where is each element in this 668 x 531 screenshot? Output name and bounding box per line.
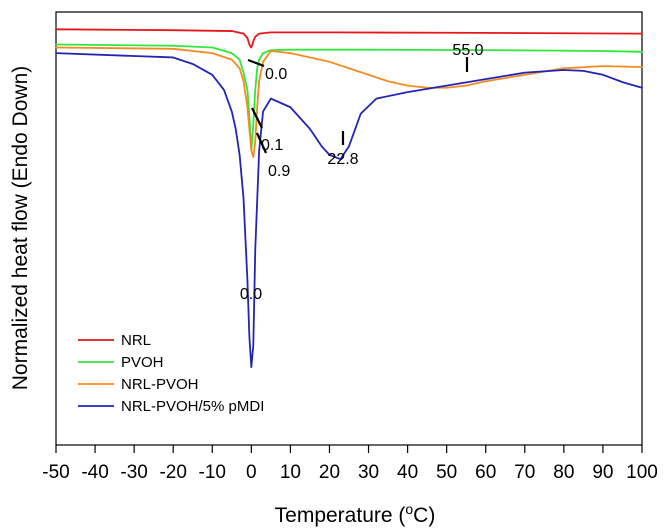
x-tick-label: 90 bbox=[592, 462, 613, 483]
x-tick-label: 60 bbox=[475, 462, 496, 483]
x-axis-tick-labels: -50 -40 -30 -20 -10 0 10 20 30 40 50 60 70 80 90 100 bbox=[42, 462, 658, 483]
series-line-1 bbox=[55, 43, 643, 152]
x-axis-ticks bbox=[55, 445, 643, 453]
x-tick-label: 70 bbox=[514, 462, 535, 483]
legend-label: PVOH bbox=[121, 354, 164, 371]
x-axis-title-unit: C) bbox=[413, 504, 435, 527]
series-line-0 bbox=[55, 28, 643, 49]
annotation-label: 55.0 bbox=[452, 42, 483, 59]
x-tick-label: 0 bbox=[246, 462, 257, 483]
series-line-2 bbox=[55, 46, 643, 158]
x-tick-label: -20 bbox=[159, 462, 186, 483]
annotation-leader bbox=[255, 132, 268, 154]
legend-label: NRL-PVOH bbox=[121, 376, 199, 393]
legend-label: NRL bbox=[121, 332, 151, 349]
x-axis-title-main: Temperature ( bbox=[275, 504, 406, 527]
series-lines bbox=[55, 28, 643, 368]
legend-label: NRL-PVOH/5% pMDI bbox=[121, 398, 264, 415]
plot-frame bbox=[55, 11, 643, 446]
x-tick-label: -30 bbox=[120, 462, 147, 483]
annotation-label: 0.9 bbox=[268, 163, 290, 180]
annotation-label: 0.0 bbox=[265, 66, 287, 83]
annotation-label: 22.8 bbox=[327, 151, 358, 168]
legend: NRL PVOH NRL-PVOH NRL-PVOH/5% pMDI bbox=[78, 332, 264, 415]
x-tick-label: 80 bbox=[553, 462, 574, 483]
x-tick-label: 20 bbox=[319, 462, 340, 483]
x-tick-label: -50 bbox=[42, 462, 69, 483]
x-axis-title-sup: o bbox=[405, 501, 413, 517]
x-axis-title: Temperature (oC) bbox=[275, 501, 436, 527]
x-tick-label: 10 bbox=[280, 462, 301, 483]
annotation-label: 0.0 bbox=[240, 286, 262, 303]
annotation-leader bbox=[251, 107, 263, 129]
series-line-3 bbox=[55, 52, 643, 368]
annotation-label: 0.1 bbox=[261, 137, 283, 154]
y-axis-title: Normalized heat flow (Endo Down) bbox=[9, 66, 32, 390]
x-tick-label: -40 bbox=[81, 462, 108, 483]
peak-annotations: 0.0 0.1 0.9 55.0 22.8 0.0 bbox=[240, 42, 484, 303]
x-tick-label: 40 bbox=[397, 462, 418, 483]
annotation-leader bbox=[247, 58, 265, 68]
x-tick-label: 50 bbox=[436, 462, 457, 483]
x-tick-label: 30 bbox=[358, 462, 379, 483]
x-tick-label: 100 bbox=[626, 462, 658, 483]
x-tick-label: -10 bbox=[199, 462, 226, 483]
